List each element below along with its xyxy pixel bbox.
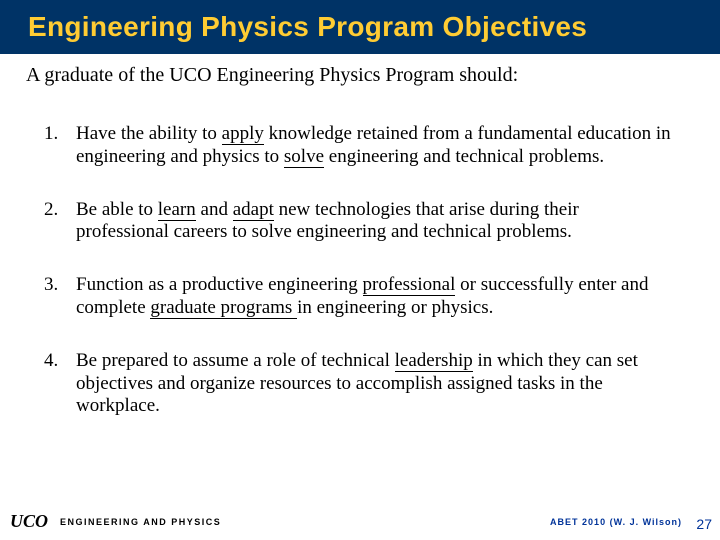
page-number: 27 [696, 516, 712, 532]
objective-number: 3. [44, 274, 76, 320]
objective-text: Be able to learn and adapt new technolog… [76, 199, 676, 245]
footer-attribution: ABET 2010 (W. J. Wilson) [550, 517, 682, 527]
objective-number: 2. [44, 199, 76, 245]
objectives-list: 1.Have the ability to apply knowledge re… [0, 87, 720, 418]
objective-item: 2.Be able to learn and adapt new technol… [44, 199, 676, 245]
footer: UCO ENGINEERING AND PHYSICS ABET 2010 (W… [0, 511, 720, 532]
objective-item: 4.Be prepared to assume a role of techni… [44, 350, 676, 418]
title-bar: Engineering Physics Program Objectives [0, 0, 720, 54]
objective-text: Have the ability to apply knowledge reta… [76, 123, 676, 169]
objective-number: 1. [44, 123, 76, 169]
slide-title: Engineering Physics Program Objectives [28, 11, 587, 43]
intro-text: A graduate of the UCO Engineering Physic… [0, 54, 720, 87]
objective-item: 1.Have the ability to apply knowledge re… [44, 123, 676, 169]
footer-brand: UCO [10, 511, 48, 532]
objective-item: 3.Function as a productive engineering p… [44, 274, 676, 320]
footer-department: ENGINEERING AND PHYSICS [60, 517, 221, 527]
objective-number: 4. [44, 350, 76, 418]
objective-text: Be prepared to assume a role of technica… [76, 350, 676, 418]
objective-text: Function as a productive engineering pro… [76, 274, 676, 320]
